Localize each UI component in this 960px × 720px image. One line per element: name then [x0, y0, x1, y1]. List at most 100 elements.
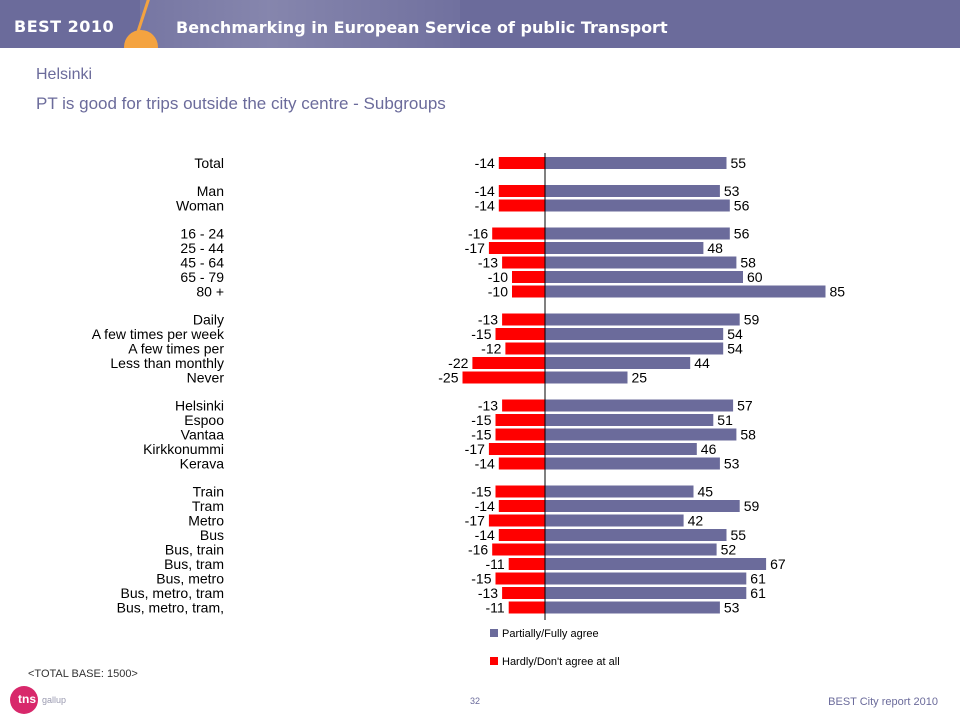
disagree-value-label: -13	[478, 585, 498, 601]
disagree-bar	[498, 457, 545, 470]
category-label: Kirkkonummi	[143, 441, 224, 457]
agree-value-label: 25	[632, 370, 648, 386]
agree-value-label: 59	[744, 312, 760, 328]
category-label: Bus, metro	[156, 571, 224, 587]
disagree-value-label: -22	[448, 355, 468, 371]
agree-bar	[545, 199, 730, 212]
category-label: Man	[197, 183, 224, 199]
agree-value-label: 61	[750, 571, 766, 587]
category-label: Bus, train	[165, 542, 224, 558]
category-label: 65 - 79	[180, 269, 224, 285]
disagree-value-label: -14	[475, 155, 495, 171]
disagree-value-label: -14	[475, 456, 495, 472]
disagree-value-label: -13	[478, 255, 498, 271]
banner-accent-dot	[124, 30, 158, 48]
category-label: Vantaa	[181, 427, 225, 443]
agree-value-label: 56	[734, 198, 750, 214]
agree-value-label: 55	[731, 155, 747, 171]
disagree-bar	[488, 514, 545, 527]
disagree-bar	[502, 587, 545, 599]
disagree-value-label: -16	[468, 542, 488, 558]
category-label: 25 - 44	[180, 240, 224, 256]
agree-value-label: 56	[734, 226, 750, 242]
disagree-bar	[462, 371, 545, 384]
disagree-value-label: -17	[465, 240, 485, 256]
agree-bar	[545, 443, 697, 455]
disagree-bar	[495, 572, 545, 585]
disagree-value-label: -17	[465, 441, 485, 457]
disagree-bar	[498, 500, 545, 512]
agree-bar	[545, 500, 740, 512]
category-label: Helsinki	[175, 398, 224, 414]
category-label: Total	[194, 155, 224, 171]
disagree-value-label: -10	[488, 284, 508, 300]
agree-bar	[545, 328, 724, 340]
disagree-bar	[508, 558, 545, 570]
banner-photo	[140, 0, 460, 48]
disagree-value-label: -15	[471, 484, 491, 500]
category-label: Bus, tram	[164, 556, 224, 572]
agree-value-label: 52	[721, 542, 737, 558]
top-banner: BEST 2010 Benchmarking in European Servi…	[0, 0, 960, 48]
agree-value-label: 51	[717, 412, 733, 428]
agree-bar	[545, 428, 737, 441]
agree-value-label: 46	[701, 441, 717, 457]
disagree-value-label: -15	[471, 427, 491, 443]
chart-subtitle: PT is good for trips outside the city ce…	[36, 94, 446, 113]
disagree-bar	[508, 601, 545, 614]
disagree-bar	[498, 157, 545, 169]
agree-value-label: 53	[724, 456, 740, 472]
disagree-value-label: -14	[475, 183, 495, 199]
category-label: Tram	[192, 498, 224, 514]
logo-circle	[10, 686, 38, 714]
agree-bar	[545, 357, 691, 369]
report-label: BEST City report 2010	[828, 696, 938, 708]
category-label: Kerava	[180, 456, 225, 472]
agree-bar	[545, 227, 730, 240]
category-label: Bus, metro, tram	[121, 585, 224, 601]
agree-bar	[545, 485, 694, 498]
banner-title: Benchmarking in European Service of publ…	[176, 18, 668, 37]
disagree-value-label: -13	[478, 398, 498, 414]
agree-value-label: 55	[731, 527, 747, 543]
agree-bar	[545, 271, 743, 283]
disagree-bar	[492, 227, 545, 240]
agree-bar	[545, 414, 714, 426]
legend-swatch	[490, 629, 498, 637]
disagree-bar	[492, 543, 545, 556]
page-number: 32	[470, 696, 481, 706]
agree-value-label: 54	[727, 341, 743, 357]
logo-subtext: gallup	[42, 695, 67, 705]
agree-bar	[545, 457, 720, 470]
category-label: A few times per	[128, 341, 224, 357]
disagree-value-label: -25	[438, 370, 458, 386]
agree-value-label: 54	[727, 326, 743, 342]
legend-label: Partially/Fully agree	[502, 628, 599, 640]
agree-bar	[545, 285, 826, 298]
legend-swatch	[490, 657, 498, 665]
disagree-value-label: -17	[465, 513, 485, 529]
disagree-value-label: -14	[475, 198, 495, 214]
agree-value-label: 53	[724, 183, 740, 199]
category-label: 45 - 64	[180, 255, 224, 271]
agree-value-label: 59	[744, 498, 760, 514]
category-label: Woman	[176, 198, 224, 214]
disagree-value-label: -15	[471, 571, 491, 587]
disagree-value-label: -15	[471, 412, 491, 428]
category-label: Less than monthly	[110, 355, 224, 371]
agree-bar	[545, 543, 717, 556]
agree-bar	[545, 242, 704, 254]
agree-bar	[545, 399, 734, 412]
agree-bar	[545, 256, 737, 269]
agree-bar	[545, 514, 684, 527]
total-base-note: <TOTAL BASE: 1500>	[28, 668, 138, 680]
agree-value-label: 67	[770, 556, 786, 572]
disagree-bar	[495, 328, 545, 340]
category-label: Never	[187, 370, 225, 386]
agree-value-label: 53	[724, 600, 740, 616]
logo-text: tns	[18, 692, 36, 706]
city-title: Helsinki	[36, 66, 93, 83]
agree-value-label: 42	[688, 513, 704, 529]
agree-bar	[545, 587, 747, 599]
disagree-bar	[488, 242, 545, 254]
